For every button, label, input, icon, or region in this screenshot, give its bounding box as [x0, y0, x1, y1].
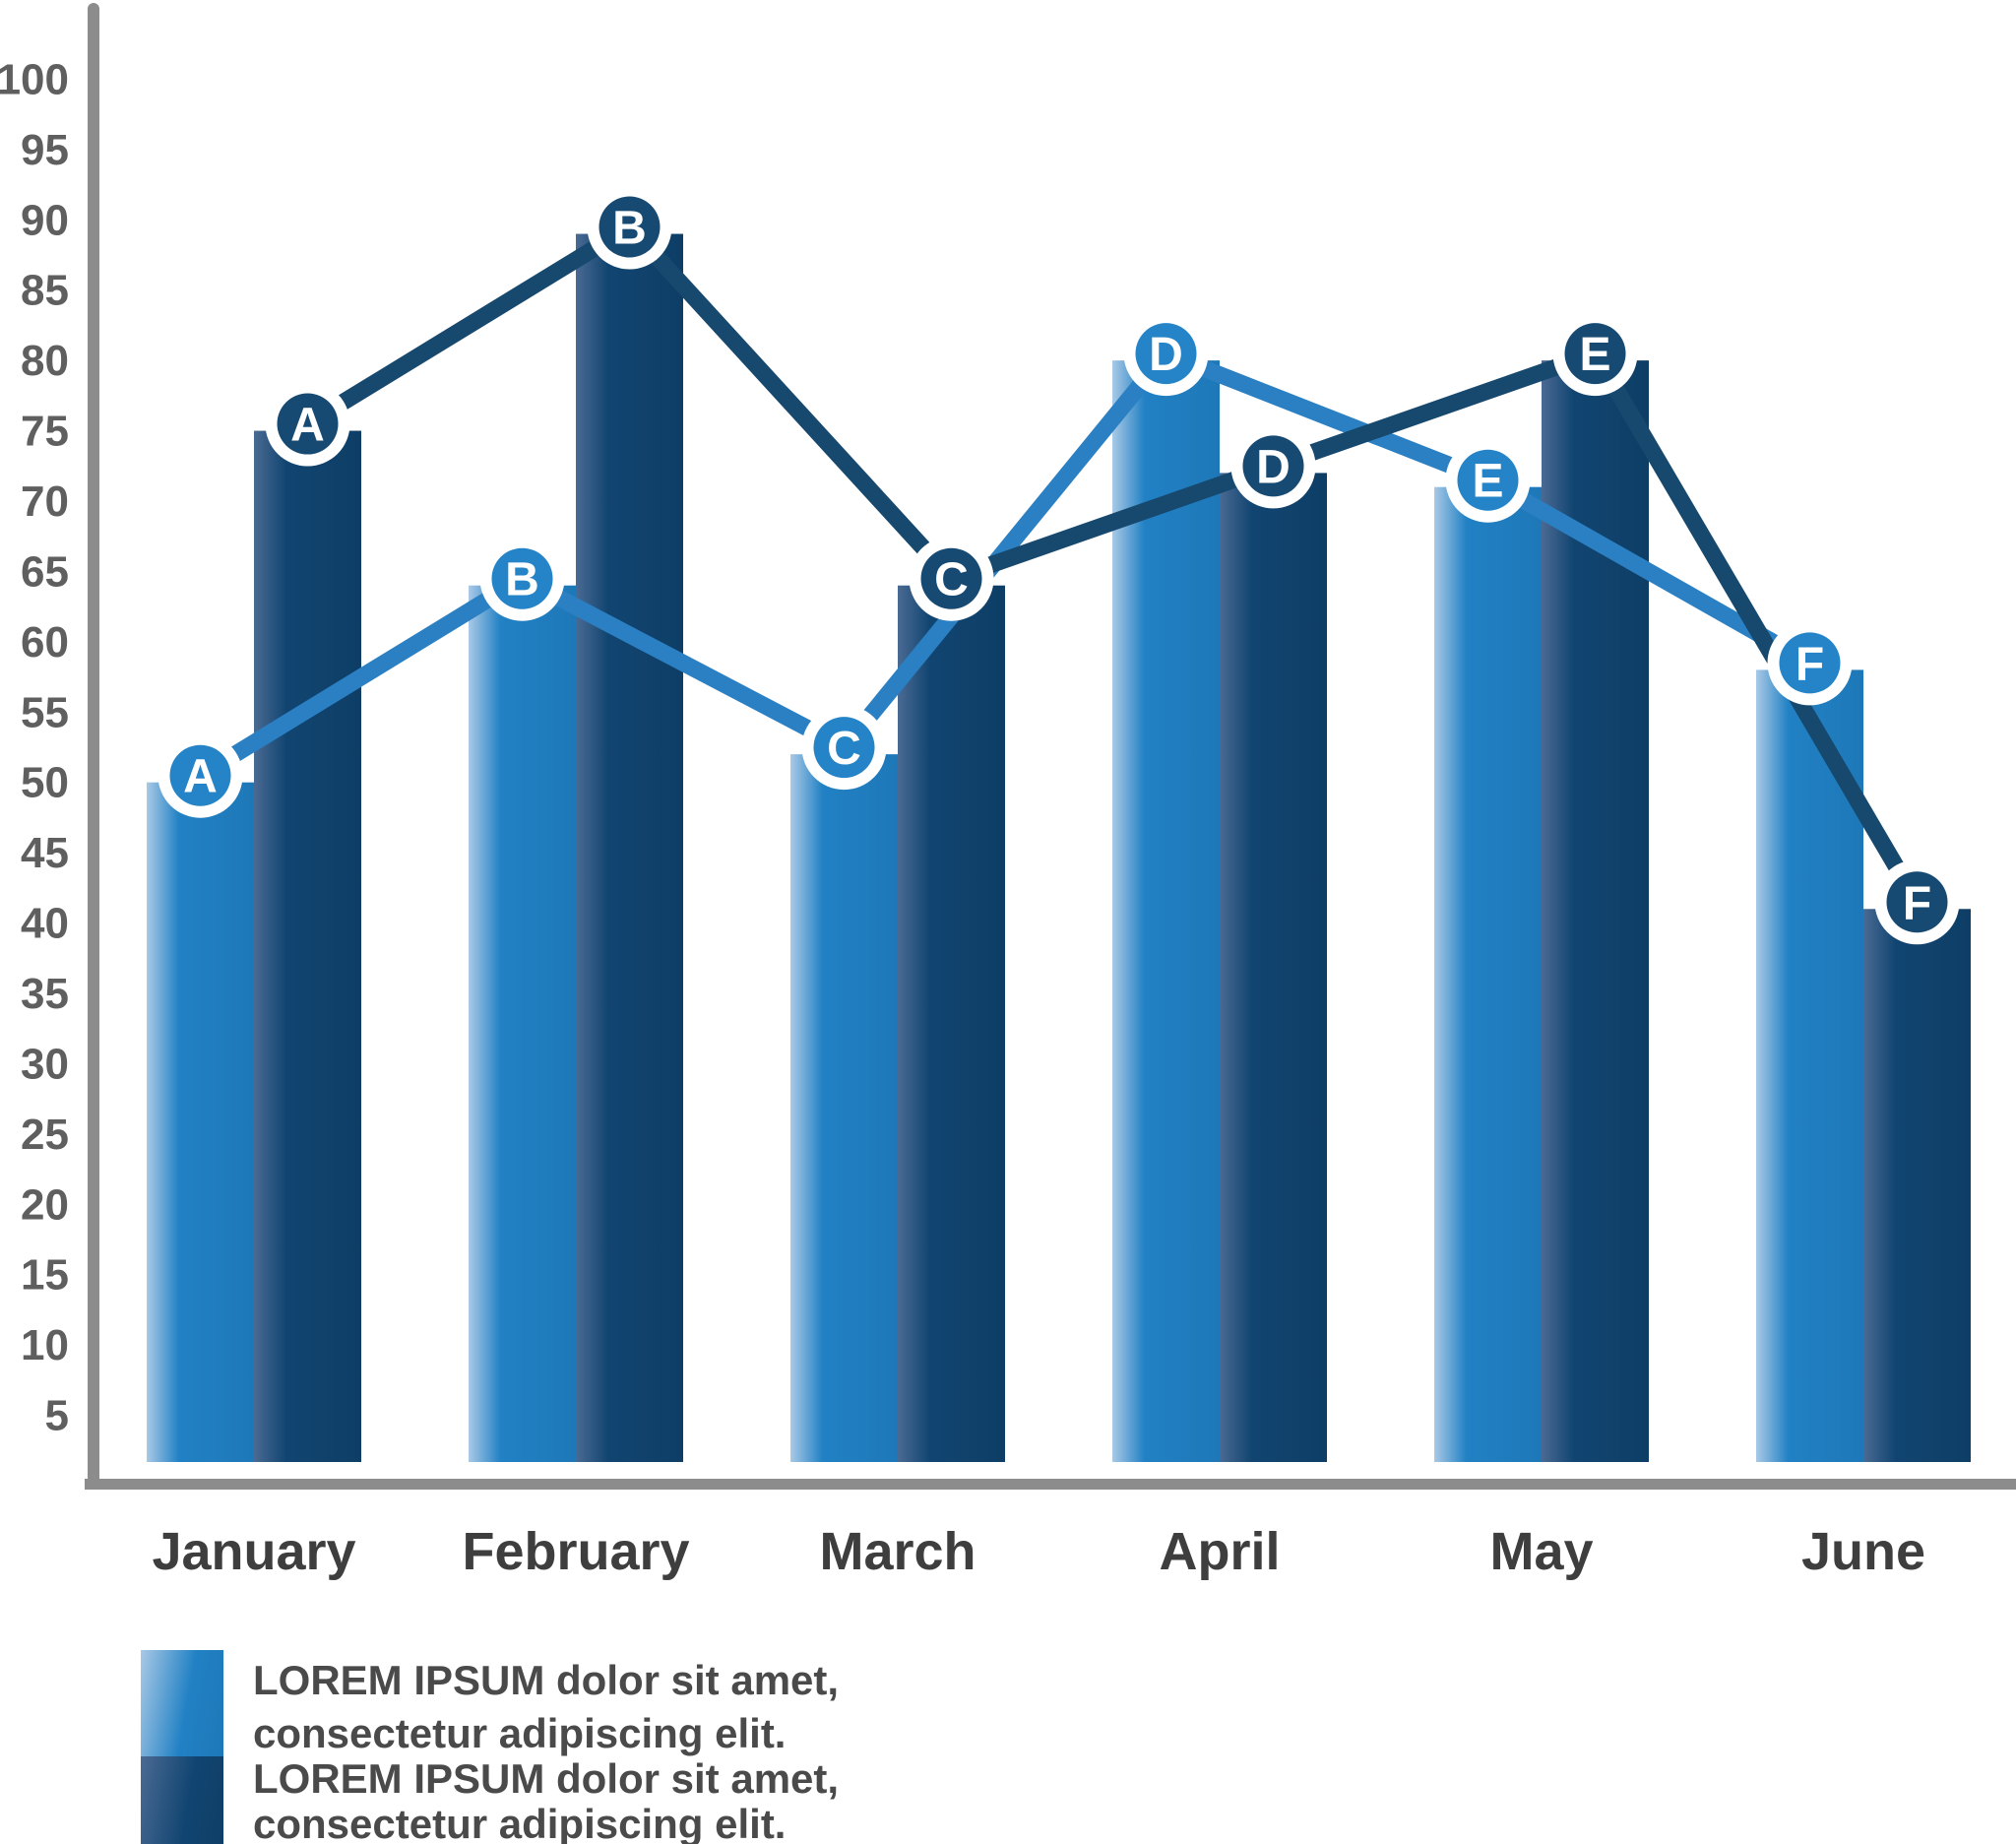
bar-march-series-light	[790, 754, 898, 1462]
y-axis-label: 80	[21, 337, 69, 385]
month-label-march: March	[819, 1522, 976, 1581]
bar-january-series-light	[147, 782, 254, 1462]
month-label-february: February	[462, 1522, 689, 1581]
legend-text-dark: LOREM IPSUM dolor sit amet, consectetur …	[253, 1756, 839, 1844]
legend-line: LOREM IPSUM dolor sit amet,	[253, 1755, 840, 1802]
axes	[85, 3, 2016, 1490]
y-axis-labels: 5 10 15 20 25 30 35 40 45 50 55 60 65 70 75 80 85 90 95 100	[0, 55, 69, 1439]
month-label-january: January	[152, 1522, 355, 1581]
legend-text-light: LOREM IPSUM dolor sit amet, consectetur …	[253, 1654, 839, 1760]
marker-f-series-dark	[1886, 871, 1948, 933]
marker-letter-c-series-dark: C	[934, 554, 969, 606]
bar-may-series-light	[1434, 486, 1542, 1463]
bar-april-series-dark	[1220, 473, 1327, 1463]
marker-d-series-dark	[1242, 435, 1304, 497]
legend-item-dark: LOREM IPSUM dolor sit amet, consectetur …	[141, 1756, 839, 1844]
bar-june-series-dark	[1863, 909, 1971, 1462]
marker-letter-a-series-dark: A	[290, 400, 325, 452]
month-label-april: April	[1159, 1522, 1280, 1581]
marker-e-series-dark	[1564, 323, 1626, 385]
y-axis-line	[88, 3, 99, 1490]
marker-b-series-dark	[598, 196, 661, 258]
bars	[147, 233, 1971, 1463]
y-axis-label: 20	[21, 1180, 69, 1229]
marker-b-series-light	[491, 547, 553, 609]
y-axis-label: 10	[21, 1321, 69, 1369]
y-axis-label: 85	[21, 267, 69, 315]
legend-line: LOREM IPSUM dolor sit amet,	[253, 1657, 840, 1703]
y-axis-label: 5	[45, 1392, 69, 1440]
line-series-dark	[299, 219, 1925, 911]
y-axis-label: 60	[21, 618, 69, 667]
marker-f-series-light	[1779, 632, 1841, 694]
y-axis-label: 95	[21, 126, 69, 174]
month-label-june: June	[1801, 1522, 1925, 1581]
y-axis-label: 25	[21, 1111, 69, 1159]
marker-letter-d-series-dark: D	[1256, 441, 1291, 493]
legend-line: consectetur adipiscing elit.	[253, 1801, 787, 1844]
month-label-may: May	[1489, 1522, 1593, 1581]
y-axis-label: 70	[21, 477, 69, 526]
y-axis-label: 40	[21, 900, 69, 948]
y-axis-label: 50	[21, 759, 69, 807]
marker-c-series-light	[813, 717, 875, 779]
marker-letter-e-series-light: E	[1472, 456, 1503, 508]
legend-item-light: LOREM IPSUM dolor sit amet, consectetur …	[141, 1650, 839, 1760]
bar-february-series-dark	[576, 233, 683, 1462]
marker-c-series-dark	[920, 547, 982, 609]
y-axis-label: 90	[21, 196, 69, 244]
marker-letter-f-series-dark: F	[1903, 877, 1931, 929]
bar-march-series-dark	[898, 585, 1005, 1462]
line-series-light	[192, 345, 1818, 785]
month-labels: January February March April May June	[152, 1522, 1925, 1581]
marker-letter-b-series-dark: B	[612, 203, 647, 255]
markers: A B C D E F A B C D E F	[169, 196, 1948, 933]
legend-swatch-dark	[141, 1756, 223, 1844]
marker-letter-a-series-light: A	[183, 751, 218, 803]
series-lines	[192, 219, 1925, 911]
marker-d-series-light	[1135, 323, 1197, 385]
bar-april-series-light	[1112, 360, 1220, 1462]
y-axis-label: 30	[21, 1040, 69, 1088]
bar-june-series-light	[1756, 669, 1863, 1462]
x-axis-line	[85, 1479, 2016, 1490]
y-axis-label: 55	[21, 688, 69, 736]
marker-letter-e-series-dark: E	[1579, 329, 1610, 381]
marker-e-series-light	[1457, 449, 1519, 511]
y-axis-label: 75	[21, 408, 69, 456]
bar-january-series-dark	[254, 430, 361, 1462]
marker-letter-d-series-light: D	[1149, 329, 1183, 381]
y-axis-label: 45	[21, 829, 69, 877]
bar-february-series-light	[469, 585, 576, 1462]
marker-letter-c-series-light: C	[827, 723, 861, 775]
y-axis-label: 65	[21, 547, 69, 596]
marker-letter-f-series-light: F	[1796, 638, 1824, 690]
y-axis-label: 15	[21, 1251, 69, 1300]
y-axis-label: 100	[0, 55, 69, 103]
y-axis-label: 35	[21, 970, 69, 1018]
marker-letter-b-series-light: B	[505, 554, 539, 606]
marker-rings	[158, 184, 1960, 945]
legend-swatch-light	[141, 1650, 223, 1758]
marker-a-series-light	[169, 744, 231, 806]
marker-a-series-dark	[277, 393, 339, 455]
legend-line: consectetur adipiscing elit.	[253, 1710, 787, 1756]
